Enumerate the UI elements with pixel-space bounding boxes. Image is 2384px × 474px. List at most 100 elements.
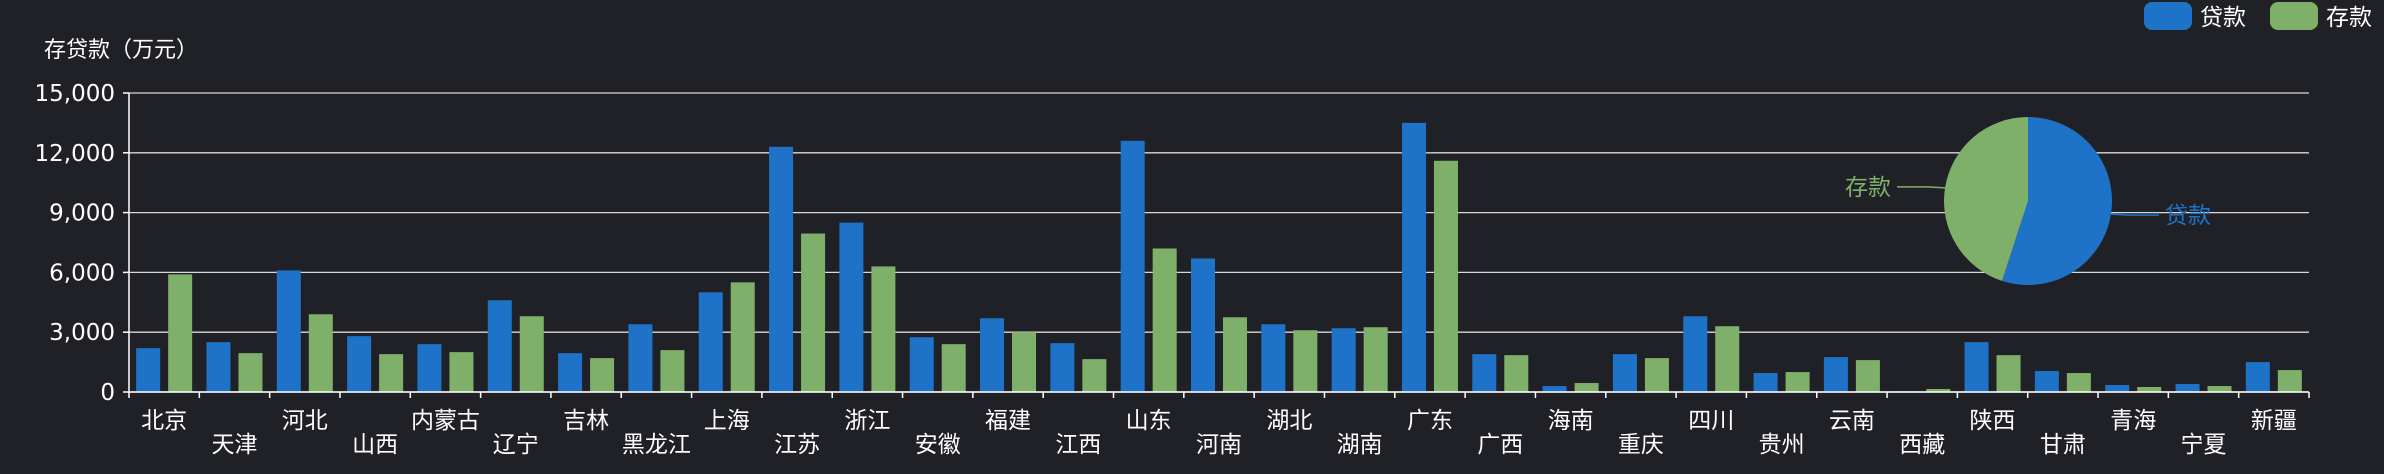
x-tick-label: 广东 <box>1407 408 1453 434</box>
x-tick-label: 贵州 <box>1759 432 1805 458</box>
bar-loan <box>909 337 934 392</box>
bar-deposit <box>308 314 333 392</box>
bar-loan <box>1401 122 1426 393</box>
y-tick-label: 12,000 <box>35 141 115 167</box>
bar-deposit <box>1715 326 1740 392</box>
x-tick-label: 西藏 <box>1899 432 1945 458</box>
bar-deposit <box>871 266 896 392</box>
bar-loan <box>698 292 723 392</box>
bar-loan <box>839 222 864 392</box>
bar-deposit <box>2207 386 2232 392</box>
bar-deposit <box>1504 355 1529 392</box>
bar-loan <box>206 342 231 392</box>
pie-slice-deposit <box>1944 117 2028 281</box>
legend-swatch-deposit[interactable] <box>2270 2 2318 30</box>
bar-loan <box>769 146 794 392</box>
bar-loan <box>2034 371 2059 392</box>
x-tick-label: 湖南 <box>1337 432 1383 458</box>
x-tick-label: 云南 <box>1829 408 1875 434</box>
bar-deposit <box>941 344 966 392</box>
bar-loan <box>1261 324 1286 392</box>
bar-deposit <box>1574 383 1599 392</box>
bar-loan <box>1050 343 1075 392</box>
bar-deposit <box>449 352 474 392</box>
x-tick-label: 福建 <box>985 408 1031 434</box>
bar-loan <box>558 353 583 392</box>
bar-loan <box>2175 384 2200 392</box>
bar-loan <box>347 336 372 392</box>
bar-deposit <box>2066 373 2091 392</box>
x-tick-label: 山东 <box>1126 408 1172 434</box>
bar-loan <box>487 300 512 392</box>
pie-label-deposit: 存款 <box>1845 175 1891 201</box>
bar-deposit <box>801 233 826 392</box>
bar-deposit <box>2277 370 2302 392</box>
bar-deposit <box>168 274 193 392</box>
y-tick-label: 9,000 <box>49 201 115 227</box>
y-tick-label: 3,000 <box>49 320 115 346</box>
bar-loan <box>1683 316 1708 392</box>
x-tick-label: 河北 <box>282 408 328 434</box>
bar-deposit <box>379 354 404 392</box>
bar-loan <box>1964 342 1989 392</box>
legend-swatch-loan[interactable] <box>2144 2 2192 30</box>
x-tick-label: 内蒙古 <box>411 408 480 434</box>
y-tick-label: 6,000 <box>49 260 115 286</box>
bar-loan <box>628 324 653 392</box>
bar-deposit <box>1363 327 1388 392</box>
bar-loan <box>1823 357 1848 392</box>
x-tick-label: 湖北 <box>1266 408 1312 434</box>
bar-loan <box>1472 354 1497 392</box>
bar-loan <box>136 348 161 392</box>
x-tick-label: 上海 <box>704 408 750 434</box>
x-tick-label: 甘肃 <box>2040 432 2086 458</box>
bar-deposit <box>1926 389 1951 392</box>
y-tick-label: 0 <box>100 380 115 406</box>
bar-deposit <box>1152 248 1177 392</box>
x-tick-label: 海南 <box>1548 408 1594 434</box>
x-tick-label: 黑龙江 <box>622 432 691 458</box>
x-tick-label: 宁夏 <box>2181 432 2227 458</box>
x-tick-label: 浙江 <box>844 408 890 434</box>
x-tick-label: 辽宁 <box>493 432 539 458</box>
pie-leader-line <box>2110 213 2159 216</box>
bar-loan <box>1542 386 1567 392</box>
x-tick-label: 重庆 <box>1618 432 1664 458</box>
bar-deposit <box>2137 387 2162 392</box>
bar-loan <box>1120 140 1145 392</box>
bar-deposit <box>1012 332 1037 392</box>
x-tick-label: 安徽 <box>915 432 961 458</box>
bar-deposit <box>1433 160 1458 392</box>
bar-deposit <box>519 316 544 392</box>
bar-loan <box>1753 373 1778 392</box>
pie-slice-loan <box>2002 117 2112 285</box>
bar-loan <box>980 318 1005 392</box>
bar-loan <box>276 270 301 392</box>
bar-loan <box>1612 354 1637 392</box>
bar-deposit <box>1855 360 1880 392</box>
y-tick-label: 15,000 <box>35 81 115 107</box>
bar-deposit <box>238 353 263 392</box>
bar-deposit <box>660 350 685 392</box>
bar-loan <box>417 344 442 392</box>
pie-leader-line <box>1897 186 1946 189</box>
x-tick-label: 江西 <box>1055 432 1101 458</box>
bar-loan <box>2105 385 2130 392</box>
x-tick-label: 陕西 <box>1970 408 2016 434</box>
bar-deposit <box>1223 317 1247 392</box>
bar-deposit <box>590 358 615 392</box>
y-axis-title: 存贷款（万元） <box>44 38 198 63</box>
x-tick-label: 青海 <box>2110 408 2156 434</box>
bar-deposit <box>1082 359 1107 392</box>
bar-deposit <box>1996 355 2021 392</box>
bar-deposit <box>1293 330 1318 392</box>
bar-deposit <box>1644 358 1669 392</box>
legend-label-deposit[interactable]: 存款 <box>2326 5 2372 31</box>
x-tick-label: 天津 <box>211 432 257 458</box>
bar-deposit <box>730 282 755 392</box>
pie-label-loan: 贷款 <box>2165 203 2211 229</box>
bar-deposit <box>1785 372 1810 392</box>
x-tick-label: 新疆 <box>2251 408 2297 434</box>
legend-label-loan[interactable]: 贷款 <box>2200 5 2246 31</box>
